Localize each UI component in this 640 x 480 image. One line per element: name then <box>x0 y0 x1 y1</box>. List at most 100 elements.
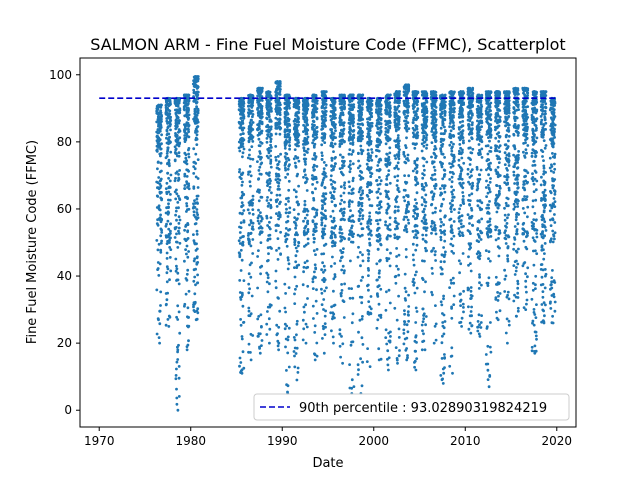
data-point <box>293 148 297 152</box>
data-point <box>340 106 344 109</box>
data-point <box>323 333 327 336</box>
data-point <box>411 230 415 233</box>
data-point <box>257 101 260 104</box>
data-point <box>432 151 436 155</box>
data-point <box>442 175 446 178</box>
data-point <box>440 231 443 235</box>
data-point <box>302 327 306 331</box>
data-point <box>260 109 264 113</box>
data-point <box>330 241 334 244</box>
data-point <box>323 224 327 228</box>
data-point <box>348 99 351 103</box>
data-point <box>314 253 317 256</box>
data-point <box>259 98 263 102</box>
data-point <box>297 184 300 188</box>
data-point <box>402 332 406 335</box>
data-point <box>239 269 243 272</box>
data-point <box>155 194 159 198</box>
data-point <box>388 264 392 268</box>
data-point <box>430 203 433 207</box>
data-point <box>294 287 297 291</box>
data-point <box>411 280 415 284</box>
data-point <box>384 220 387 224</box>
data-point <box>186 237 190 240</box>
data-point <box>384 133 387 136</box>
data-point <box>394 157 397 160</box>
data-point <box>450 250 454 253</box>
data-point <box>385 177 389 181</box>
data-point <box>177 111 181 115</box>
data-point <box>178 107 182 111</box>
data-point <box>156 248 160 252</box>
data-point <box>268 220 271 224</box>
data-point <box>365 360 369 363</box>
data-point <box>376 222 380 226</box>
data-point <box>393 121 397 124</box>
data-point <box>164 323 168 327</box>
data-point <box>241 132 245 136</box>
data-point <box>433 178 437 181</box>
data-point <box>443 112 447 115</box>
data-point <box>238 121 241 125</box>
data-point <box>370 233 373 237</box>
data-point <box>333 142 337 146</box>
data-point <box>238 149 242 153</box>
data-point <box>258 95 262 99</box>
data-point <box>251 208 255 212</box>
data-point <box>404 115 408 119</box>
data-point <box>294 195 298 199</box>
data-point <box>377 302 381 306</box>
data-point <box>279 253 282 256</box>
data-point <box>194 77 198 81</box>
data-point <box>246 156 250 160</box>
data-point <box>284 337 288 341</box>
data-point <box>274 172 278 176</box>
data-point <box>242 235 245 238</box>
data-point <box>356 255 360 259</box>
data-point <box>303 216 307 220</box>
data-point <box>404 248 408 251</box>
data-point <box>395 195 399 199</box>
data-point <box>405 215 408 219</box>
data-point <box>275 94 279 98</box>
data-point <box>387 197 391 201</box>
data-point <box>257 177 260 181</box>
data-point <box>329 264 333 268</box>
data-point <box>283 306 287 310</box>
data-point <box>155 139 159 143</box>
data-point <box>314 155 318 159</box>
data-point <box>451 159 455 163</box>
data-point <box>394 217 397 220</box>
data-point <box>314 299 318 303</box>
data-point <box>288 228 292 231</box>
data-point <box>370 148 373 151</box>
data-point <box>414 306 418 310</box>
data-point <box>387 106 391 109</box>
data-point <box>431 119 434 123</box>
data-point <box>238 242 242 245</box>
data-point <box>303 203 307 207</box>
data-point <box>247 272 251 276</box>
data-point <box>187 155 191 159</box>
data-point <box>192 279 196 283</box>
data-point <box>265 140 269 144</box>
data-point <box>343 140 346 144</box>
data-point <box>268 135 272 139</box>
data-point <box>285 93 289 97</box>
data-point <box>322 277 326 280</box>
data-point <box>159 120 163 123</box>
data-point <box>342 271 346 275</box>
data-point <box>270 109 273 113</box>
data-point <box>356 285 360 288</box>
data-point <box>443 214 447 218</box>
data-point <box>420 182 424 186</box>
data-point <box>169 128 172 132</box>
data-point <box>430 141 434 145</box>
data-point <box>164 156 168 160</box>
data-point <box>384 126 388 130</box>
data-point <box>340 172 344 176</box>
data-point <box>260 156 263 159</box>
data-point <box>451 145 454 149</box>
data-point <box>404 146 408 150</box>
data-point <box>175 402 179 406</box>
